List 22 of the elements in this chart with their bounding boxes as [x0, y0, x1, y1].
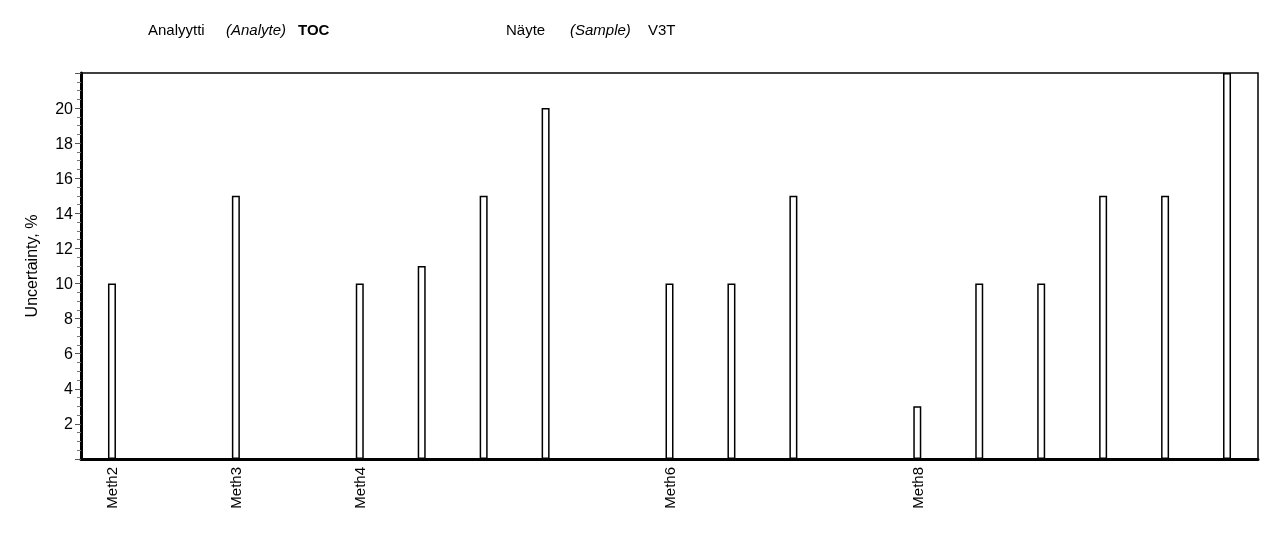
y-tick-label: 18 — [55, 134, 74, 152]
x-tick-label: Meth6 — [661, 467, 678, 509]
text: Näyte — [506, 21, 546, 38]
y-tick-label: 12 — [55, 239, 74, 257]
y-tick-label: 2 — [64, 415, 74, 433]
y-tick-label: 20 — [55, 99, 74, 117]
text: TOC — [298, 21, 330, 38]
y-tick-label: 14 — [55, 204, 74, 222]
x-tick-label: Meth2 — [103, 467, 121, 509]
y-axis-title: Uncertainty, % — [22, 214, 40, 318]
x-tick-label: Meth3 — [227, 467, 245, 509]
text: Analyytti — [148, 21, 205, 38]
x-tick-label: Meth8 — [908, 467, 926, 509]
y-tick-label: 6 — [64, 345, 74, 363]
x-tick-label: Meth4 — [351, 467, 369, 509]
text: (Analyte) — [226, 21, 287, 38]
y-tick-label: 4 — [64, 380, 74, 398]
y-tick-label: 10 — [55, 275, 74, 293]
y-tick-label: 16 — [55, 169, 74, 187]
text: V3T — [648, 21, 676, 38]
text: (Sample) — [570, 21, 631, 38]
y-tick-label: 8 — [64, 310, 74, 328]
